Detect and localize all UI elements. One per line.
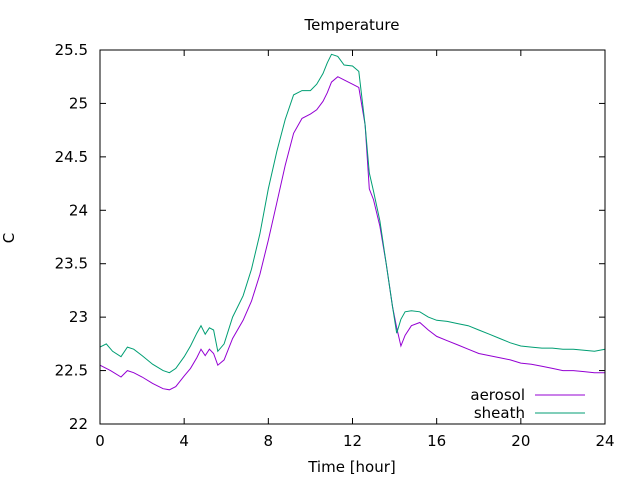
series-line-sheath xyxy=(99,53,606,374)
x-tick-label: 24 xyxy=(595,432,614,450)
x-tick-label: 20 xyxy=(511,432,530,450)
chart-title: Temperature xyxy=(303,16,399,34)
y-axis-label: C xyxy=(0,233,18,243)
y-tick-label: 22 xyxy=(69,415,88,433)
y-tick-label: 23.5 xyxy=(55,255,88,273)
plot-frame xyxy=(99,49,606,425)
x-tick-label: 12 xyxy=(343,432,362,450)
y-tick-label: 24 xyxy=(69,201,88,219)
legend-label-sheath: sheath xyxy=(474,404,525,422)
x-tick-label: 8 xyxy=(264,432,274,450)
x-tick-label: 4 xyxy=(179,432,189,450)
legend-label-aerosol: aerosol xyxy=(470,386,525,404)
ticks-layer: 0 4 8 12 16 20 24 22 22.5 23 23.5 24 24.5 25 25.5 xyxy=(55,41,615,450)
series-line-aerosol xyxy=(99,76,605,391)
y-tick-label: 25.5 xyxy=(55,41,88,59)
x-tick-label: 16 xyxy=(427,432,446,450)
series-layer xyxy=(99,53,606,391)
x-tick-label: 0 xyxy=(95,432,105,450)
y-tick-label: 25 xyxy=(69,94,88,112)
y-tick-label: 22.5 xyxy=(55,362,88,380)
y-tick-label: 24.5 xyxy=(55,148,88,166)
x-axis-label: Time [hour] xyxy=(307,458,396,476)
y-tick-label: 23 xyxy=(69,308,88,326)
